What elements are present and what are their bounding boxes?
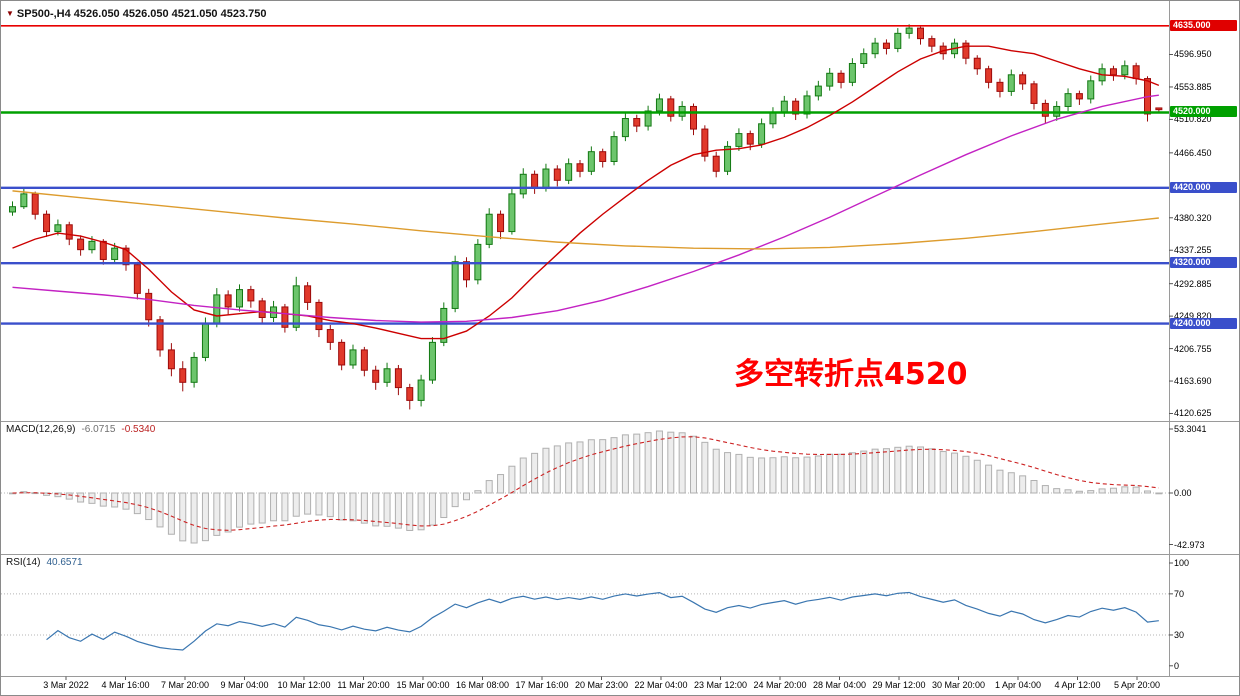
price-axis[interactable]: 4596.950 4553.885 4510.820 4466.450 4380.320… [1169,1,1239,677]
price-tag: 4520.000 [1170,106,1237,118]
price-axis-label: 4553.885 [1174,81,1212,92]
time-axis-label: 11 Mar 20:00 [337,680,390,690]
price-tag: 4320.000 [1170,257,1237,269]
price-axis-label: 4596.950 [1174,49,1212,60]
price-axis-label: 4206.755 [1174,343,1212,354]
time-axis-label: 23 Mar 12:00 [693,680,748,690]
macd-name: MACD(12,26,9) [6,424,76,435]
price-axis-label: 4120.625 [1174,408,1212,419]
macd-signal-value: -0.5340 [121,424,156,435]
macd-axis-label: 53.3041 [1174,424,1207,434]
time-axis-label: 1 Apr 04:00 [994,680,1042,690]
rsi-axis-label: 0 [1174,660,1180,671]
time-axis-label: 24 Mar 20:00 [753,680,807,690]
price-axis-label: 4292.885 [1174,278,1212,289]
time-axis-label: 4 Apr 12:00 [1054,680,1101,690]
time-axis-label: 15 Mar 00:00 [396,680,450,690]
price-tag: 4420.000 [1170,181,1237,193]
rsi-name: RSI(14) [6,557,41,568]
rsi-axis-label: 30 [1174,629,1185,640]
time-axis-label: 20 Mar 23:00 [574,680,629,690]
price-axis-label: 4510.820 [1174,114,1212,125]
chart-title: ▼ SP500-,H4 4526.050 4526.050 4521.050 45… [6,8,267,20]
symbol-period-label: SP500-,H4 [16,8,71,20]
macd-main-value: -6.0715 [81,424,116,435]
price-axis-label: 4337.255 [1174,245,1212,256]
symbol-dropdown-icon[interactable]: ▼ [6,9,14,18]
price-axis-label: 4466.450 [1174,147,1212,158]
price-axis-label: 4249.820 [1174,311,1212,322]
macd-axis-label: -42.973 [1174,539,1205,550]
time-axis-label: 28 Mar 04:00 [812,680,867,690]
time-axis-label: 4 Mar 16:00 [101,680,150,690]
ohlc-readout: 4526.050 4526.050 4521.050 4523.750 [73,8,267,20]
time-axis[interactable]: 3 Mar 2022 4 Mar 16:00 7 Mar 20:00 9 Mar 04… [1,678,1239,695]
macd-indicator-label: MACD(12,26,9) -6.0715 -0.5340 [6,424,155,435]
time-axis-label: 9 Mar 04:00 [220,680,269,690]
time-axis-label: 22 Mar 04:00 [634,680,688,690]
trend-annotation: 多空转折点4520 [734,357,968,392]
time-axis-label: 10 Mar 12:00 [277,680,331,690]
rsi-axis-label: 100 [1174,558,1190,568]
rsi-axis-label: 70 [1174,588,1185,599]
time-axis-label: 29 Mar 12:00 [872,680,926,690]
time-axis-label: 7 Mar 20:00 [160,680,210,690]
macd-axis-label: 0.00 [1174,488,1192,498]
time-axis-label: 5 Apr 20:00 [1113,680,1161,690]
time-axis-label: 3 Mar 2022 [43,680,89,690]
rsi-indicator-label: RSI(14) 40.6571 [6,557,83,568]
price-tag: 4635.000 [1170,19,1237,31]
time-axis-label: 30 Mar 20:00 [931,680,986,690]
rsi-value: 40.6571 [46,557,83,568]
time-axis-label: 16 Mar 08:00 [455,680,510,690]
price-axis-label: 4163.690 [1174,376,1212,387]
price-axis-label: 4380.320 [1174,212,1212,223]
time-axis-label: 17 Mar 16:00 [515,680,569,690]
price-tag: 4240.000 [1170,317,1237,329]
